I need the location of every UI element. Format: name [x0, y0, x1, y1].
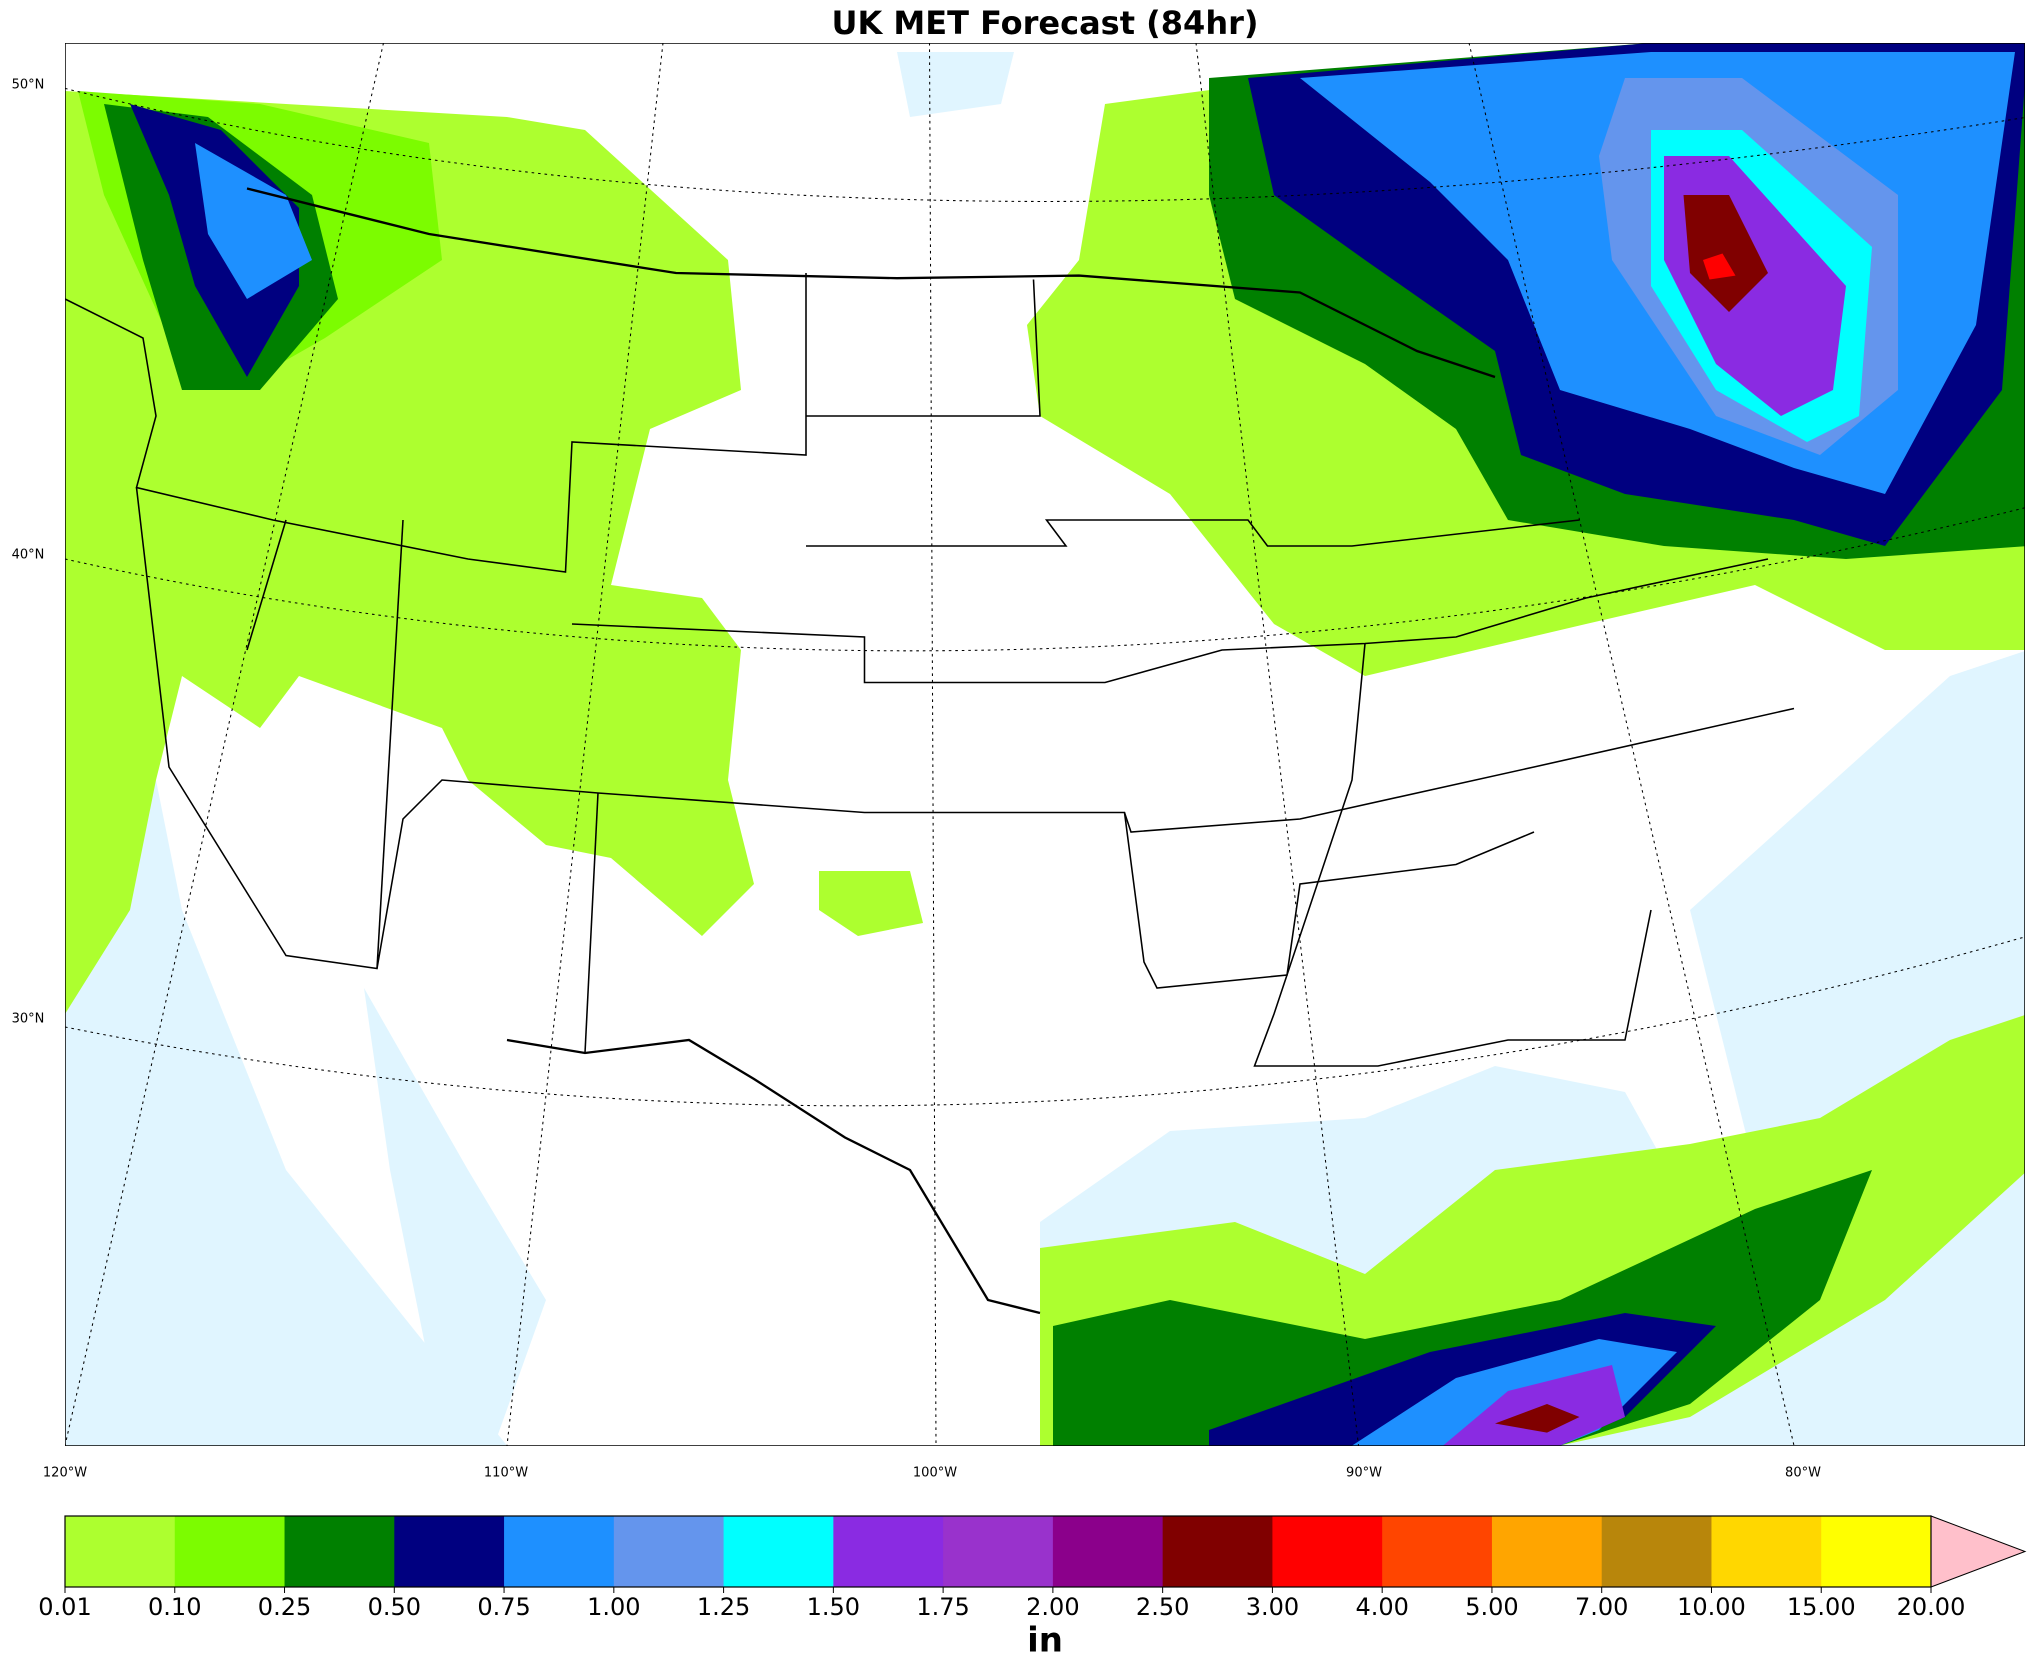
colorbar-swatch — [1821, 1516, 1932, 1587]
colorbar-tick-label: 1.25 — [697, 1593, 750, 1621]
latitude-label: 50°N — [12, 78, 45, 93]
title: UK MET Forecast (84hr) — [831, 4, 1258, 42]
colorbar-frame — [64, 1515, 1932, 1588]
colorbar-swatch — [943, 1516, 1054, 1587]
colorbar-tick-label: 15.00 — [1787, 1593, 1856, 1621]
colorbar-tick-label: 1.50 — [807, 1593, 860, 1621]
colorbar-tick-label: 2.50 — [1136, 1593, 1189, 1621]
colorbar-label: in — [1027, 1621, 1063, 1661]
colorbar-tick-label: 7.00 — [1575, 1593, 1628, 1621]
latitude-label: 30°N — [12, 1012, 45, 1027]
colorbar-swatch — [1052, 1516, 1164, 1587]
colorbar-tick-label: 1.00 — [587, 1593, 640, 1621]
colorbar-swatch — [65, 1516, 176, 1587]
longitude-label: 120°W — [43, 1466, 87, 1481]
longitude-label: 90°W — [1346, 1466, 1382, 1481]
colorbar-swatch — [1382, 1516, 1493, 1587]
colorbar-tick-label: 0.10 — [148, 1593, 201, 1621]
map — [65, 43, 2025, 1446]
colorbar-swatch — [1162, 1516, 1273, 1587]
colorbar-swatch — [174, 1516, 286, 1587]
colorbar-tick-label: 2.00 — [1026, 1593, 1079, 1621]
colorbar-swatch — [1272, 1516, 1383, 1587]
colorbar-tick-label: 3.00 — [1246, 1593, 1299, 1621]
colorbar-swatch — [394, 1516, 505, 1587]
colorbar-swatch — [833, 1516, 944, 1587]
colorbar-swatch — [1601, 1516, 1712, 1587]
colorbar-swatch — [1491, 1516, 1603, 1587]
colorbar-swatch — [723, 1516, 834, 1587]
colorbar-tick-label: 0.25 — [258, 1593, 311, 1621]
colorbar-tick-label: 4.00 — [1355, 1593, 1408, 1621]
longitude-label: 100°W — [913, 1466, 957, 1481]
colorbar-tick-label: 0.01 — [38, 1593, 91, 1621]
colorbar-tick-label: 1.75 — [916, 1593, 969, 1621]
colorbar-swatch — [1711, 1516, 1822, 1587]
colorbar-swatch — [613, 1516, 725, 1587]
colorbar-tick-label: 0.50 — [368, 1593, 421, 1621]
colorbar-tick-label: 5.00 — [1465, 1593, 1518, 1621]
latitude-labels: 50°N 40°N 30°N — [12, 78, 45, 1027]
colorbar: 0.01 0.10 0.25 0.50 0.75 1.00 1.25 1.50 1.75 2.00… — [38, 1515, 2027, 1621]
longitude-label: 110°W — [484, 1466, 528, 1481]
colorbar-tick-label: 0.75 — [477, 1593, 530, 1621]
colorbar-tick-label: 20.00 — [1897, 1593, 1966, 1621]
colorbar-swatch — [284, 1516, 395, 1587]
colorbar-extension — [1930, 1515, 2027, 1588]
colorbar-tick-label: 10.00 — [1677, 1593, 1746, 1621]
longitude-labels: 120°W 110°W 100°W 90°W 80°W — [43, 1466, 1821, 1481]
colorbar-swatch — [504, 1516, 615, 1587]
latitude-label: 40°N — [12, 548, 45, 563]
longitude-label: 80°W — [1785, 1466, 1821, 1481]
